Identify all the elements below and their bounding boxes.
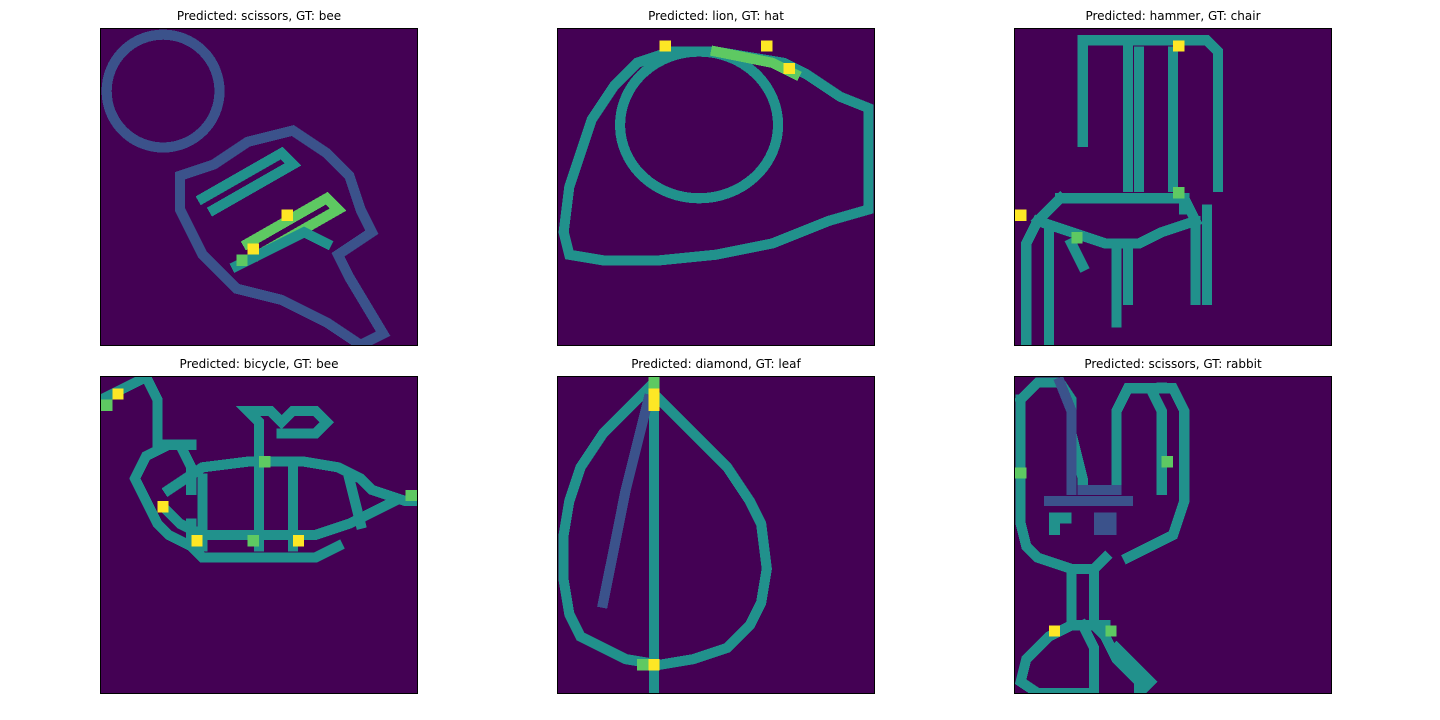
panel-title: Predicted: diamond, GT: leaf: [631, 357, 801, 371]
panel-title: Predicted: lion, GT: hat: [648, 9, 784, 23]
chair-sketch-image: [1014, 28, 1332, 346]
panel-1: Predicted: scissors, GT: bee: [100, 4, 418, 346]
leaf-icon: [558, 377, 874, 693]
panel-title: Predicted: scissors, GT: rabbit: [1084, 357, 1262, 371]
panel-6: Predicted: scissors, GT: rabbit: [1014, 352, 1332, 694]
bee-sketch-image: [100, 28, 418, 346]
leaf-sketch-image: [557, 376, 875, 694]
bee-icon: [101, 29, 417, 345]
rabbit-sketch-image: [1014, 376, 1332, 694]
panel-title: Predicted: bicycle, GT: bee: [179, 357, 339, 371]
bee-sketch-image: [100, 376, 418, 694]
hat-sketch-image: [557, 28, 875, 346]
panel-5: Predicted: diamond, GT: leaf: [557, 352, 875, 694]
chair-icon: [1015, 29, 1331, 345]
panel-title: Predicted: scissors, GT: bee: [176, 9, 342, 23]
panel-title: Predicted: hammer, GT: chair: [1085, 9, 1261, 23]
panel-3: Predicted: hammer, GT: chair: [1014, 4, 1332, 346]
panel-4: Predicted: bicycle, GT: bee: [100, 352, 418, 694]
rabbit-icon: [1015, 377, 1331, 693]
hat-icon: [558, 29, 874, 345]
panel-2: Predicted: lion, GT: hat: [557, 4, 875, 346]
bee-icon: [101, 377, 417, 693]
